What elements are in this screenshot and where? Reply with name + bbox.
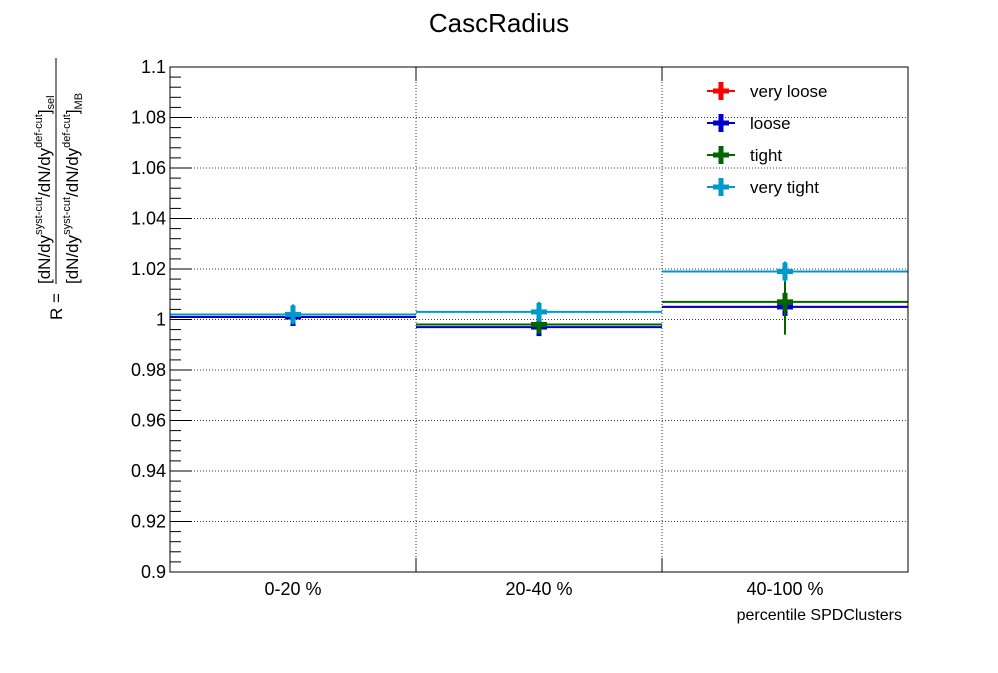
y-ticks: [170, 66, 663, 573]
y-tick-label: 0.94: [131, 461, 166, 481]
x-category-label: 0-20 %: [264, 579, 321, 599]
x-axis-label: percentile SPDClusters: [737, 607, 902, 624]
num-sup2: def-cut: [33, 114, 45, 148]
y-tick-label: 0.98: [131, 360, 166, 380]
y-label-denominator: [dN/dysyst-cut/dN/dydef-cut]MB: [61, 93, 85, 284]
num-sup1: syst-cut: [33, 197, 45, 235]
num-close: ]: [35, 109, 54, 114]
y-tick-label: 1.1: [141, 57, 166, 77]
num-sub: sel: [45, 95, 57, 109]
x-category-labels: 0-20 % 20-40 % 40-100 %: [264, 579, 823, 599]
den-close: ]: [63, 109, 82, 114]
x-category-label: 20-40 %: [505, 579, 572, 599]
y-tick-label: 1: [156, 310, 166, 330]
y-tick-label: 1.02: [131, 259, 166, 279]
legend: very loose loose tight very tight: [707, 82, 827, 197]
x-category-label: 40-100 %: [746, 579, 823, 599]
y-tick-label: 0.96: [131, 411, 166, 431]
legend-label: very tight: [750, 178, 819, 197]
den-sup2: def-cut: [61, 114, 73, 148]
den-open: [dN/dy: [63, 234, 82, 284]
legend-label: tight: [750, 146, 782, 165]
den-sub: MB: [73, 93, 85, 110]
y-tick-label: 1.06: [131, 158, 166, 178]
num-mid: /dN/dy: [35, 147, 54, 197]
y-tick-labels: 0.9 0.92 0.94 0.96 0.98 1 1.02 1.04 1.06 1.08 1.1: [131, 57, 166, 582]
y-tick-label: 0.92: [131, 512, 166, 532]
y-tick-label: 1.08: [131, 108, 166, 128]
legend-label: loose: [750, 114, 791, 133]
grid: [170, 67, 908, 572]
y-label-numerator: [dN/dysyst-cut/dN/dydef-cut]sel: [33, 95, 57, 284]
y-label-lhs: R =: [47, 293, 66, 320]
y-tick-label: 0.9: [141, 562, 166, 582]
y-axis-label: R = [dN/dysyst-cut/dN/dydef-cut]sel [dN/…: [33, 58, 85, 320]
series-very-tight: [170, 261, 908, 325]
legend-label: very loose: [750, 82, 827, 101]
den-sup1: syst-cut: [61, 197, 73, 235]
num-open: [dN/dy: [35, 234, 54, 284]
chart-title: CascRadius: [429, 8, 569, 38]
y-tick-label: 1.04: [131, 209, 166, 229]
series: [170, 261, 908, 337]
plot-frame: [169, 66, 909, 573]
den-mid: /dN/dy: [63, 147, 82, 197]
